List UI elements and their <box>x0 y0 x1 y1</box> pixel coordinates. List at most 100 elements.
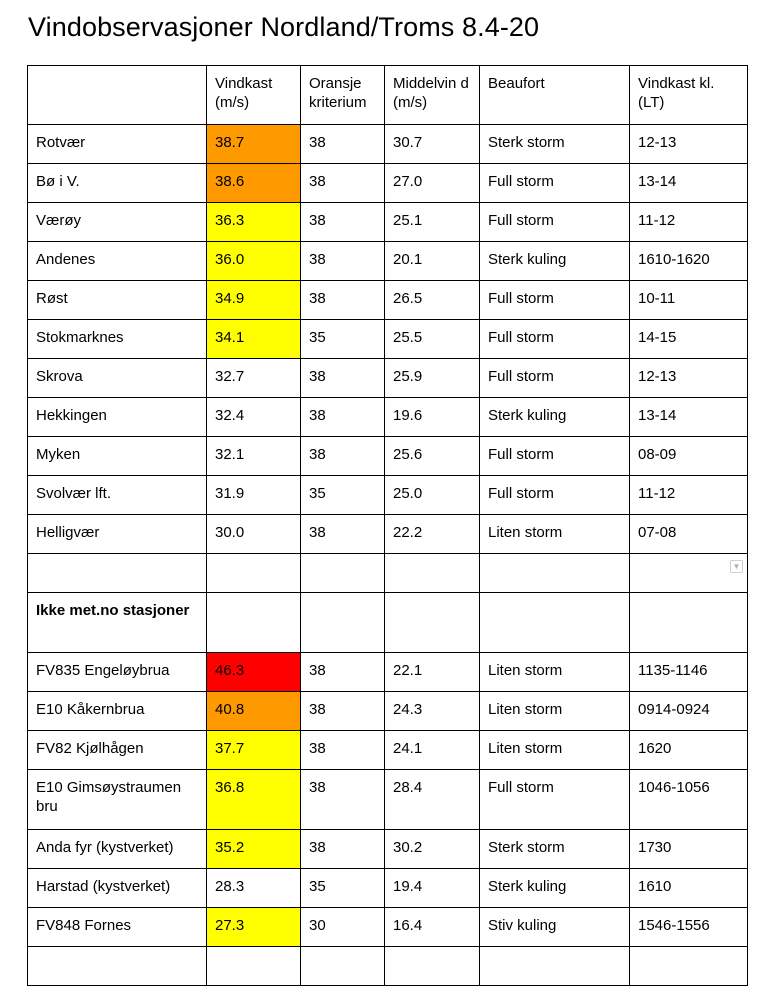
table-row: Værøy 36.3 38 25.1 Full storm 11-12 <box>27 202 748 242</box>
station-name-cell: FV848 Fornes <box>27 907 207 947</box>
empty-cell <box>206 946 301 986</box>
beaufort-cell: Full storm <box>479 319 630 359</box>
criterion-cell: 38 <box>300 280 385 320</box>
empty-cell <box>206 553 301 593</box>
empty-cell <box>384 946 480 986</box>
empty-cell <box>27 553 207 593</box>
criterion-cell: 38 <box>300 241 385 281</box>
criterion-cell: 38 <box>300 436 385 476</box>
mean-wind-cell: 19.6 <box>384 397 480 437</box>
beaufort-cell: Liten storm <box>479 514 630 554</box>
table-row: Skrova 32.7 38 25.9 Full storm 12-13 <box>27 358 748 398</box>
gust-time-cell: 13-14 <box>629 397 748 437</box>
station-name-cell: Helligvær <box>27 514 207 554</box>
empty-cell <box>300 553 385 593</box>
gust-time-cell: 10-11 <box>629 280 748 320</box>
station-name-cell: Andenes <box>27 241 207 281</box>
gust-cell: 34.1 <box>206 319 301 359</box>
gust-cell: 31.9 <box>206 475 301 515</box>
section-header-row: Ikke met.no stasjoner <box>27 592 748 653</box>
section-label: Ikke met.no stasjoner <box>27 592 207 653</box>
gust-time-cell: 11-12 <box>629 202 748 242</box>
gust-time-cell: 08-09 <box>629 436 748 476</box>
mean-wind-cell: 25.9 <box>384 358 480 398</box>
empty-cell <box>629 592 748 653</box>
gust-cell: 35.2 <box>206 829 301 869</box>
gust-time-cell: 0914-0924 <box>629 691 748 731</box>
mean-wind-cell: 22.1 <box>384 652 480 692</box>
empty-cell <box>479 946 630 986</box>
table-row: FV82 Kjølhågen 37.7 38 24.1 Liten storm 1620 <box>27 730 748 770</box>
empty-cell <box>384 592 480 653</box>
criterion-cell: 38 <box>300 202 385 242</box>
empty-cell <box>300 946 385 986</box>
beaufort-cell: Full storm <box>479 769 630 830</box>
page-title: Vindobservasjoner Nordland/Troms 8.4-20 <box>28 12 540 42</box>
station-name-cell: Røst <box>27 280 207 320</box>
gust-cell: 36.8 <box>206 769 301 830</box>
gust-cell: 32.1 <box>206 436 301 476</box>
header-cell-gust-time: Vindkast kl. (LT) <box>629 65 748 125</box>
table-row: E10 Gimsøystraumen bru 36.8 38 28.4 Full sto… <box>27 769 748 830</box>
criterion-cell: 38 <box>300 124 385 164</box>
header-cell-criterion: Oransje kriterium <box>300 65 385 125</box>
empty-cell <box>384 553 480 593</box>
empty-cell <box>479 592 630 653</box>
station-name-cell: Hekkingen <box>27 397 207 437</box>
table-row: Helligvær 30.0 38 22.2 Liten storm 07-08 <box>27 514 748 554</box>
station-name-cell: Harstad (kystverket) <box>27 868 207 908</box>
gust-time-cell: 1135-1146 <box>629 652 748 692</box>
gust-time-cell: 14-15 <box>629 319 748 359</box>
empty-cell <box>206 592 301 653</box>
mean-wind-cell: 24.1 <box>384 730 480 770</box>
gust-cell: 28.3 <box>206 868 301 908</box>
table-row: Andenes 36.0 38 20.1 Sterk kuling 1610-1620 <box>27 241 748 281</box>
beaufort-cell: Full storm <box>479 475 630 515</box>
beaufort-cell: Sterk storm <box>479 829 630 869</box>
criterion-cell: 38 <box>300 358 385 398</box>
gust-cell: 36.0 <box>206 241 301 281</box>
header-cell-beaufort: Beaufort <box>479 65 630 125</box>
empty-cell <box>479 553 630 593</box>
gust-time-cell: 1546-1556 <box>629 907 748 947</box>
mean-wind-cell: 27.0 <box>384 163 480 203</box>
criterion-cell: 38 <box>300 691 385 731</box>
beaufort-cell: Sterk kuling <box>479 868 630 908</box>
gust-cell: 34.9 <box>206 280 301 320</box>
table-row: FV848 Fornes 27.3 30 16.4 Stiv kuling 1546-15… <box>27 907 748 947</box>
mean-wind-cell: 24.3 <box>384 691 480 731</box>
station-name-cell: FV835 Engeløybrua <box>27 652 207 692</box>
beaufort-cell: Sterk storm <box>479 124 630 164</box>
mean-wind-cell: 25.0 <box>384 475 480 515</box>
gust-time-cell: 1620 <box>629 730 748 770</box>
header-cell-mean-wind: Middelvin d (m/s) <box>384 65 480 125</box>
criterion-cell: 35 <box>300 475 385 515</box>
station-name-cell: Skrova <box>27 358 207 398</box>
gust-cell: 46.3 <box>206 652 301 692</box>
criterion-cell: 38 <box>300 514 385 554</box>
criterion-cell: 38 <box>300 829 385 869</box>
mean-wind-cell: 30.7 <box>384 124 480 164</box>
beaufort-cell: Full storm <box>479 436 630 476</box>
station-name-cell: Myken <box>27 436 207 476</box>
criterion-cell: 35 <box>300 868 385 908</box>
dropdown-arrow-icon[interactable]: ▼ <box>730 560 743 573</box>
gust-time-cell: 12-13 <box>629 124 748 164</box>
empty-cell <box>300 592 385 653</box>
criterion-cell: 38 <box>300 769 385 830</box>
mean-wind-cell: 25.5 <box>384 319 480 359</box>
beaufort-cell: Liten storm <box>479 652 630 692</box>
gust-cell: 37.7 <box>206 730 301 770</box>
gust-cell: 32.4 <box>206 397 301 437</box>
table-row: Røst 34.9 38 26.5 Full storm 10-11 <box>27 280 748 320</box>
mean-wind-cell: 25.6 <box>384 436 480 476</box>
gust-cell: 27.3 <box>206 907 301 947</box>
empty-row: ▼ <box>27 553 748 593</box>
table-row: Svolvær lft. 31.9 35 25.0 Full storm 11-12 <box>27 475 748 515</box>
gust-cell: 32.7 <box>206 358 301 398</box>
criterion-cell: 38 <box>300 397 385 437</box>
beaufort-cell: Sterk kuling <box>479 241 630 281</box>
table-row <box>27 946 748 986</box>
beaufort-cell: Full storm <box>479 202 630 242</box>
header-row: Vindkast (m/s) Oransje kriterium Middelv… <box>27 65 748 125</box>
